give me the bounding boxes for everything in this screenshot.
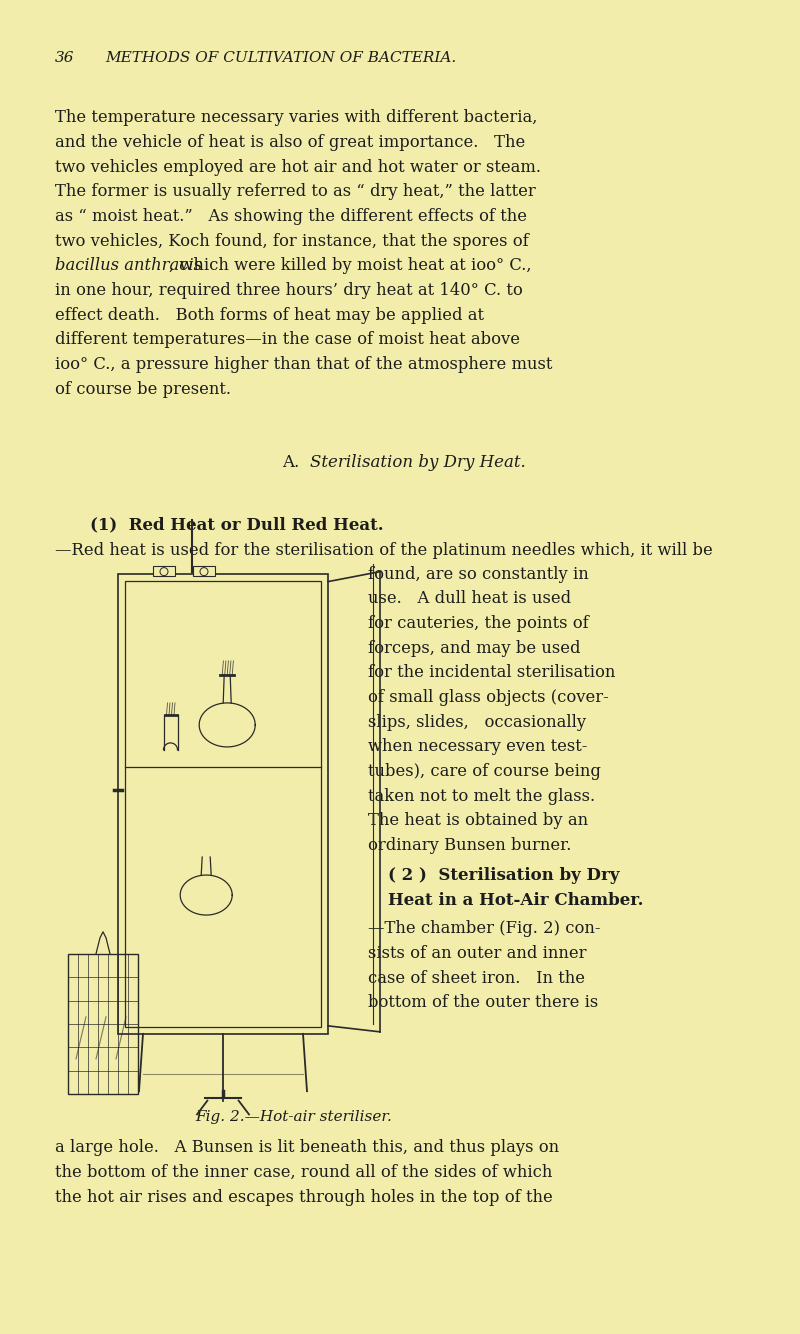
Text: use.   A dull heat is used: use. A dull heat is used — [368, 590, 571, 607]
Text: Sterilisation by Dry Heat.: Sterilisation by Dry Heat. — [310, 454, 526, 471]
Text: effect death.   Both forms of heat may be applied at: effect death. Both forms of heat may be … — [55, 307, 484, 324]
Text: bacillus anthracis: bacillus anthracis — [55, 257, 202, 275]
Text: The former is usually referred to as “ dry heat,” the latter: The former is usually referred to as “ d… — [55, 183, 536, 200]
Text: in one hour, required three hours’ dry heat at 140° C. to: in one hour, required three hours’ dry h… — [55, 283, 522, 299]
Text: (1)  Red Heat or Dull Red Heat.: (1) Red Heat or Dull Red Heat. — [90, 516, 384, 534]
Text: Fig. 2.—Hot-air steriliser.: Fig. 2.—Hot-air steriliser. — [195, 1110, 392, 1123]
Text: two vehicles, Koch found, for instance, that the spores of: two vehicles, Koch found, for instance, … — [55, 232, 529, 249]
Text: for cauteries, the points of: for cauteries, the points of — [368, 615, 589, 632]
Text: bottom of the outer there is: bottom of the outer there is — [368, 994, 598, 1011]
Text: when necessary even test-: when necessary even test- — [368, 739, 587, 755]
Text: slips, slides,   occasionally: slips, slides, occasionally — [368, 714, 586, 731]
Text: —Red heat is used for the sterilisation of the platinum needles which, it will b: —Red heat is used for the sterilisation … — [55, 542, 713, 559]
Text: case of sheet iron.   In the: case of sheet iron. In the — [368, 970, 585, 987]
Text: , which were killed by moist heat at ioo° C.,: , which were killed by moist heat at ioo… — [170, 257, 532, 275]
Text: sists of an outer and inner: sists of an outer and inner — [368, 944, 586, 962]
Text: The heat is obtained by an: The heat is obtained by an — [368, 812, 588, 830]
Bar — [68, 954, 138, 1094]
Text: the bottom of the inner case, round all of the sides of which: the bottom of the inner case, round all … — [55, 1163, 552, 1181]
Text: Heat in a Hot-Air Chamber.: Heat in a Hot-Air Chamber. — [388, 891, 643, 908]
Text: 36: 36 — [55, 51, 74, 64]
Text: forceps, and may be used: forceps, and may be used — [368, 640, 581, 656]
Text: found, are so constantly in: found, are so constantly in — [368, 566, 589, 583]
Bar — [118, 574, 328, 1034]
Text: ( 2 )  Sterilisation by Dry: ( 2 ) Sterilisation by Dry — [388, 867, 619, 884]
Bar — [125, 580, 321, 1027]
Text: tubes), care of course being: tubes), care of course being — [368, 763, 601, 780]
Text: —The chamber (Fig. 2) con-: —The chamber (Fig. 2) con- — [368, 920, 601, 938]
Bar — [193, 566, 215, 575]
Text: taken not to melt the glass.: taken not to melt the glass. — [368, 787, 595, 804]
Text: the hot air rises and escapes through holes in the top of the: the hot air rises and escapes through ho… — [55, 1189, 553, 1206]
Text: of course be present.: of course be present. — [55, 382, 231, 398]
Text: and the vehicle of heat is also of great importance.   The: and the vehicle of heat is also of great… — [55, 135, 526, 151]
Text: of small glass objects (cover-: of small glass objects (cover- — [368, 688, 609, 706]
Text: different temperatures—in the case of moist heat above: different temperatures—in the case of mo… — [55, 331, 520, 348]
Text: for the incidental sterilisation: for the incidental sterilisation — [368, 664, 615, 682]
Text: a large hole.   A Bunsen is lit beneath this, and thus plays on: a large hole. A Bunsen is lit beneath th… — [55, 1139, 559, 1157]
Bar — [153, 566, 175, 575]
Text: two vehicles employed are hot air and hot water or steam.: two vehicles employed are hot air and ho… — [55, 159, 541, 176]
Text: METHODS OF CULTIVATION OF BACTERIA.: METHODS OF CULTIVATION OF BACTERIA. — [105, 51, 456, 64]
Text: as “ moist heat.”   As showing the different effects of the: as “ moist heat.” As showing the differe… — [55, 208, 527, 225]
Text: ioo° C., a pressure higher than that of the atmosphere must: ioo° C., a pressure higher than that of … — [55, 356, 552, 374]
Text: The temperature necessary varies with different bacteria,: The temperature necessary varies with di… — [55, 109, 538, 127]
Text: ordinary Bunsen burner.: ordinary Bunsen burner. — [368, 838, 571, 854]
Text: A.: A. — [282, 454, 310, 471]
